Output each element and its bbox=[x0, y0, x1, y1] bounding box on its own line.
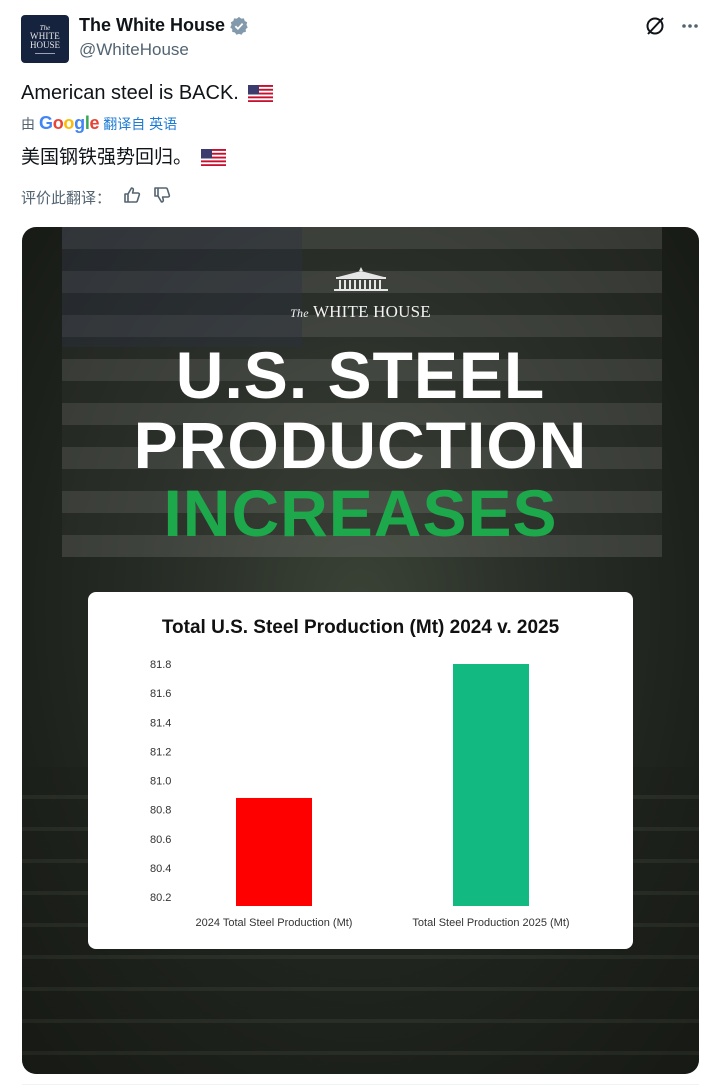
avatar-line: The bbox=[39, 23, 51, 32]
y-tick-label: 81.2 bbox=[150, 746, 171, 758]
chart-title: Total U.S. Steel Production (Mt) 2024 v.… bbox=[161, 617, 560, 638]
y-tick-label: 81.4 bbox=[150, 717, 171, 729]
white-house-logo: The WHITE HOUSE bbox=[22, 265, 699, 322]
avatar-divider bbox=[35, 52, 55, 54]
translated-text-content: 美国钢铁强势回归。 bbox=[21, 147, 193, 168]
google-logo: Google bbox=[39, 113, 100, 133]
y-tick-label: 80.8 bbox=[150, 805, 171, 817]
headline-line-2: PRODUCTION bbox=[133, 408, 588, 482]
translation-attribution: 由 Google 翻译自 英语 bbox=[21, 113, 177, 134]
more-icon[interactable] bbox=[680, 16, 700, 36]
avatar[interactable]: The WHITE HOUSE bbox=[21, 15, 69, 63]
display-name[interactable]: The White House bbox=[79, 15, 226, 35]
white-house-building-icon bbox=[333, 267, 388, 291]
chart-card: Total U.S. Steel Production (Mt) 2024 v.… bbox=[88, 592, 633, 949]
grok-icon[interactable] bbox=[644, 15, 666, 37]
y-tick-label: 81.6 bbox=[150, 688, 171, 700]
thumbs-down-icon[interactable] bbox=[153, 186, 171, 208]
us-flag-icon bbox=[248, 85, 274, 103]
y-tick-label: 81.0 bbox=[150, 776, 171, 788]
x-category-label: 2024 Total Steel Production (Mt) bbox=[196, 917, 353, 929]
bar bbox=[453, 664, 529, 906]
y-tick-label: 80.2 bbox=[150, 892, 171, 904]
y-tick-label: 80.6 bbox=[150, 834, 171, 846]
y-tick-label: 80.4 bbox=[150, 863, 171, 875]
y-tick-label: 81.8 bbox=[150, 659, 171, 671]
x-category-label: Total Steel Production 2025 (Mt) bbox=[412, 917, 569, 929]
avatar-line: WHITE bbox=[30, 30, 60, 41]
translated-text: 美国钢铁强势回归。 bbox=[21, 142, 227, 169]
background-flag bbox=[62, 227, 662, 557]
handle[interactable]: @WhiteHouse bbox=[79, 40, 189, 59]
tweet-media-image[interactable]: The WHITE HOUSE U.S. STEEL PRODUCTION IN… bbox=[22, 227, 699, 1074]
top-actions bbox=[644, 15, 700, 37]
translated-by-label: 由 bbox=[21, 115, 35, 132]
thumbs-up-icon[interactable] bbox=[123, 186, 141, 208]
bar-chart: 80.2 80.4 80.6 80.8 81.0 81.2 81.4 81.6 81.8 2024… bbox=[150, 659, 570, 929]
verified-badge-icon bbox=[230, 16, 248, 35]
author-name-row[interactable]: The White House bbox=[79, 15, 249, 36]
rate-translation: 评价此翻译： bbox=[21, 186, 171, 208]
headline-line-3: INCREASES bbox=[163, 476, 558, 550]
rate-translation-label: 评价此翻译： bbox=[21, 189, 112, 207]
divider bbox=[22, 1084, 699, 1085]
us-flag-icon bbox=[201, 149, 227, 167]
white-house-wordmark: The WHITE HOUSE bbox=[290, 302, 431, 321]
tweet-text: American steel is BACK. bbox=[21, 82, 274, 105]
translated-from-link[interactable]: 翻译自 英语 bbox=[103, 115, 178, 132]
tweet-text-content: American steel is BACK. bbox=[21, 82, 239, 104]
headline-line-1: U.S. STEEL bbox=[175, 338, 546, 412]
bar bbox=[236, 797, 312, 906]
avatar-line: HOUSE bbox=[29, 39, 60, 50]
background-flag-canton bbox=[62, 227, 302, 347]
